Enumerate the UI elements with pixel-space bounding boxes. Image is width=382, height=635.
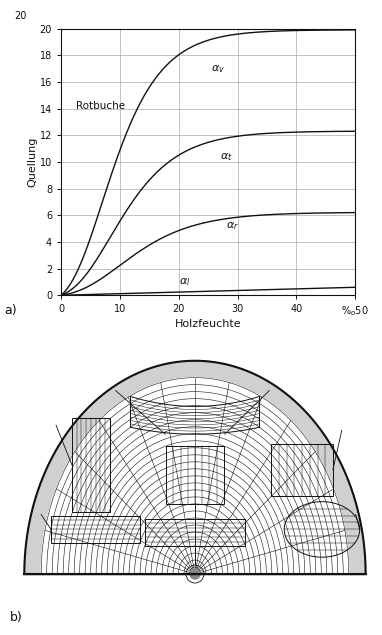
Polygon shape xyxy=(41,378,349,574)
Bar xyxy=(146,519,244,546)
Text: 20: 20 xyxy=(14,11,26,20)
Y-axis label: Quellung: Quellung xyxy=(27,137,37,187)
Bar xyxy=(51,516,141,544)
Text: $\alpha_l$: $\alpha_l$ xyxy=(179,277,190,288)
Text: a): a) xyxy=(4,304,16,318)
X-axis label: Holzfeuchte: Holzfeuchte xyxy=(175,319,241,330)
Bar xyxy=(72,418,110,512)
Text: $\alpha_r$: $\alpha_r$ xyxy=(226,220,239,232)
Text: $\%_o$: $\%_o$ xyxy=(12,0,28,2)
Text: $\alpha_v$: $\alpha_v$ xyxy=(211,64,225,75)
Polygon shape xyxy=(24,361,366,574)
Circle shape xyxy=(190,569,200,579)
Text: Rotbuche: Rotbuche xyxy=(76,100,125,110)
Text: b): b) xyxy=(10,611,22,624)
Text: $\alpha_t$: $\alpha_t$ xyxy=(220,151,233,163)
Bar xyxy=(166,446,224,504)
Bar xyxy=(271,444,333,496)
